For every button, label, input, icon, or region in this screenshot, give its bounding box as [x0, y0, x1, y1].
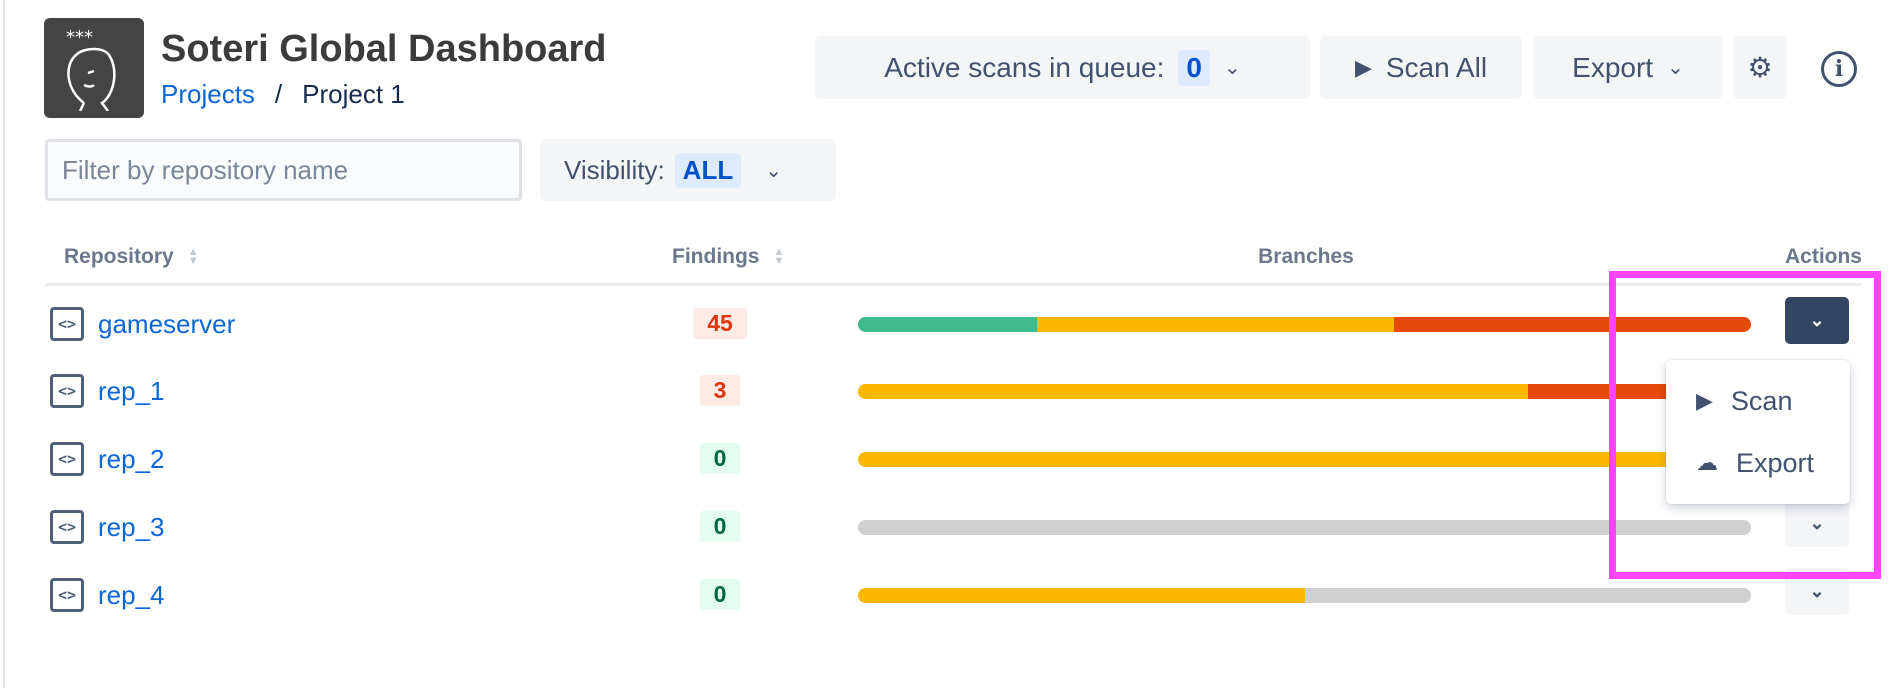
findings-badge: 45: [693, 308, 747, 339]
breadcrumb-separator: /: [274, 79, 283, 109]
findings-badge: 3: [699, 375, 741, 406]
chevron-down-icon: ⌄: [1809, 581, 1825, 601]
chevron-down-icon: ⌄: [765, 159, 782, 182]
cloud-download-icon: ☁: [1696, 450, 1718, 475]
sort-icon: ▲ ▼: [187, 246, 199, 267]
breadcrumb-current: Project 1: [302, 79, 405, 109]
column-header-findings[interactable]: Findings ▲ ▼: [672, 245, 784, 269]
sort-icon: ▲ ▼: [773, 246, 785, 267]
active-scans-queue-button[interactable]: Active scans in queue: 0 ⌄: [815, 36, 1310, 99]
code-repository-icon: <>: [50, 307, 84, 341]
branch-segment-green: [858, 317, 1037, 332]
table-row: <> gameserver 45 ⌄: [0, 297, 1900, 392]
repository-link[interactable]: rep_3: [98, 512, 165, 542]
info-icon[interactable]: i: [1821, 51, 1857, 87]
row-actions-button[interactable]: ⌄: [1785, 297, 1849, 344]
gear-icon: ⚙: [1747, 52, 1773, 83]
code-repository-icon: <>: [50, 578, 84, 612]
visibility-value: ALL: [674, 152, 742, 188]
queue-label: Active scans in queue:: [884, 51, 1165, 83]
highlight-box: [1609, 271, 1881, 579]
branch-segment-gray: [1304, 588, 1751, 603]
findings-badge: 0: [699, 579, 741, 610]
page-title: Soteri Global Dashboard: [161, 28, 607, 70]
code-repository-icon: <>: [50, 442, 84, 476]
scan-all-label: Scan All: [1385, 51, 1488, 83]
header-divider: [45, 283, 1862, 286]
table-row: <> rep_3 0 ⌄: [0, 500, 1900, 595]
export-label: Export: [1572, 51, 1654, 83]
branches-bar: [858, 520, 1751, 535]
findings-badge: 0: [699, 511, 741, 542]
left-border: [3, 0, 5, 688]
breadcrumb-projects-link[interactable]: Projects: [161, 79, 255, 109]
column-header-actions: Actions: [1784, 245, 1862, 268]
scan-all-button[interactable]: ▶ Scan All: [1320, 36, 1522, 99]
column-label: Findings: [672, 245, 760, 268]
table-row: <> rep_4 0 ⌄: [0, 568, 1900, 663]
action-dropdown-menu: ▶ Scan ☁ Export: [1666, 360, 1850, 504]
code-repository-icon: <>: [50, 374, 84, 408]
chevron-down-icon: ⌄: [1809, 513, 1825, 533]
chevron-down-icon: ⌄: [1809, 310, 1825, 330]
column-label: Repository: [64, 245, 174, 268]
play-icon: ▶: [1354, 54, 1372, 80]
repository-filter-input[interactable]: [45, 139, 522, 201]
soteri-logo: ***: [44, 18, 144, 118]
svg-text:***: ***: [66, 27, 93, 48]
export-button[interactable]: Export ⌄: [1533, 36, 1723, 99]
menu-item-label: Export: [1736, 447, 1815, 478]
menu-item-export[interactable]: ☁ Export: [1666, 432, 1850, 494]
branches-bar: [858, 317, 1751, 332]
branch-segment-red: [1393, 317, 1751, 332]
row-actions-button[interactable]: ⌄: [1785, 500, 1849, 547]
branch-segment-yellow: [858, 452, 1751, 467]
play-icon: ▶: [1696, 388, 1713, 413]
branches-bar: [858, 384, 1751, 399]
branch-segment-yellow: [858, 588, 1305, 603]
repository-link[interactable]: rep_4: [98, 580, 165, 610]
branch-segment-yellow: [1036, 317, 1394, 332]
branches-bar: [858, 452, 1751, 467]
menu-item-scan[interactable]: ▶ Scan: [1666, 370, 1850, 432]
branch-segment-yellow: [858, 384, 1528, 399]
column-header-branches: Branches: [1258, 245, 1354, 268]
repository-link[interactable]: gameserver: [98, 309, 236, 339]
branch-segment-gray: [858, 520, 1751, 535]
chevron-down-icon: ⌄: [1223, 57, 1241, 79]
settings-button[interactable]: ⚙: [1733, 36, 1787, 99]
breadcrumb: Projects / Project 1: [161, 79, 405, 110]
chevron-down-icon: ⌄: [1667, 57, 1684, 79]
visibility-label: Visibility:: [564, 154, 665, 185]
repository-link[interactable]: rep_1: [98, 376, 165, 406]
column-header-repository[interactable]: Repository ▲ ▼: [64, 245, 199, 269]
branches-bar: [858, 588, 1751, 603]
menu-item-label: Scan: [1730, 385, 1793, 416]
queue-count: 0: [1178, 49, 1210, 86]
findings-badge: 0: [699, 443, 741, 474]
visibility-dropdown[interactable]: Visibility: ALL ⌄: [540, 139, 836, 201]
repository-link[interactable]: rep_2: [98, 444, 165, 474]
code-repository-icon: <>: [50, 510, 84, 544]
